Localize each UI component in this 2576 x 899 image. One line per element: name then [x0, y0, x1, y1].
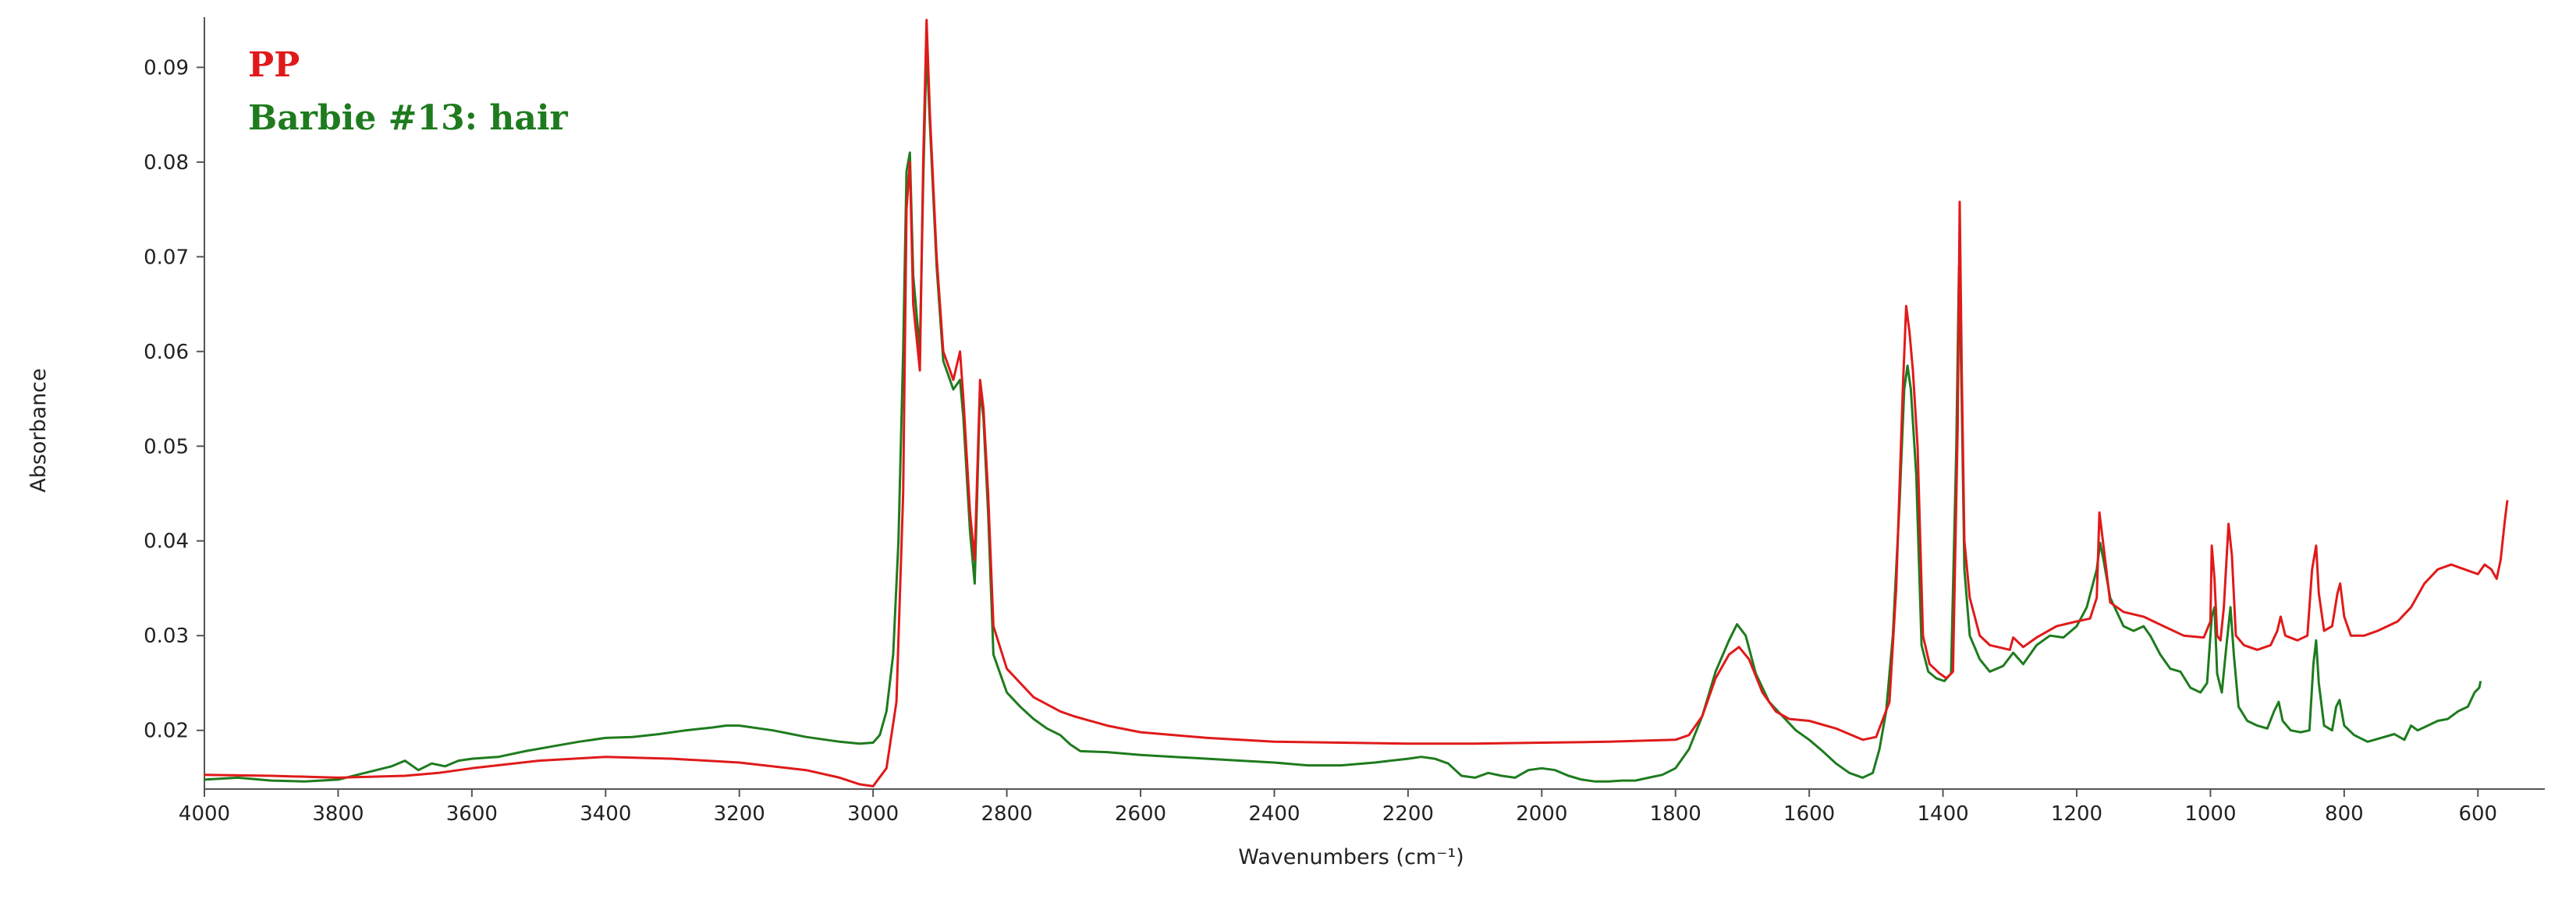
- x-tick-label: 1600: [1783, 802, 1835, 826]
- legend: PP Barbie #13: hair: [248, 45, 569, 138]
- y-tick-label: 0.06: [144, 341, 189, 364]
- y-tick-label: 0.05: [144, 435, 189, 458]
- x-tick-label: 1000: [2184, 802, 2236, 826]
- y-axis-title: Absorbance: [27, 368, 51, 493]
- legend-label-pp: PP: [248, 45, 300, 85]
- y-tick-label: 0.08: [144, 151, 189, 175]
- x-tick-label: 3800: [312, 802, 364, 826]
- y-tick-label: 0.07: [144, 246, 189, 269]
- x-tick-label: 2600: [1115, 802, 1166, 826]
- series-line-barbie-hair: [204, 47, 2482, 783]
- x-tick-label: 800: [2325, 802, 2364, 826]
- series-line-pp: [204, 19, 2509, 788]
- y-tick-label: 0.03: [144, 625, 189, 648]
- series-layer: [204, 19, 2509, 788]
- x-tick-label: 1800: [1650, 802, 1701, 826]
- y-tick-label: 0.04: [144, 530, 189, 554]
- legend-label-barbie-hair: Barbie #13: hair: [248, 98, 569, 138]
- x-tick-label: 2200: [1382, 802, 1434, 826]
- x-tick-label: 3000: [847, 802, 899, 826]
- x-tick-label: 2400: [1248, 802, 1300, 826]
- x-tick-label: 1400: [1917, 802, 1968, 826]
- x-tick-label: 3200: [714, 802, 765, 826]
- y-tick-label: 0.02: [144, 720, 189, 743]
- y-tick-label: 0.09: [144, 56, 189, 80]
- x-tick-label: 1200: [2051, 802, 2102, 826]
- x-tick-label: 2800: [981, 802, 1032, 826]
- x-tick-label: 600: [2458, 802, 2497, 826]
- axes: 4000 3800 3600 3400 3200 3000 2800 2600 2400 2200…: [144, 17, 2545, 826]
- x-tick-label: 2000: [1516, 802, 1567, 826]
- x-axis-title: Wavenumbers (cm⁻¹): [1238, 845, 1464, 869]
- x-tick-label: 4000: [179, 802, 230, 826]
- x-tick-label: 3600: [446, 802, 498, 826]
- x-tick-label: 3400: [580, 802, 631, 826]
